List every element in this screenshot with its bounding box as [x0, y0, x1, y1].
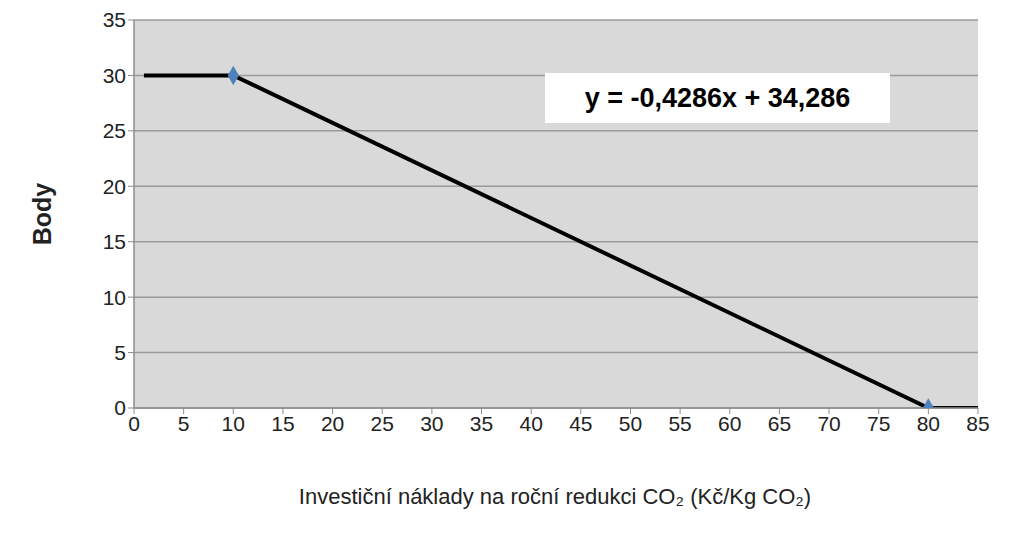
svg-text:20: 20: [321, 412, 344, 435]
svg-text:75: 75: [867, 412, 890, 435]
svg-text:15: 15: [271, 412, 294, 435]
svg-text:20: 20: [103, 175, 126, 198]
svg-text:10: 10: [103, 286, 126, 309]
svg-text:30: 30: [103, 64, 126, 87]
svg-text:40: 40: [519, 412, 542, 435]
svg-text:60: 60: [718, 412, 741, 435]
svg-text:45: 45: [569, 412, 592, 435]
svg-text:25: 25: [371, 412, 394, 435]
svg-text:55: 55: [668, 412, 691, 435]
svg-text:85: 85: [966, 412, 989, 435]
html-text:y = -0,4286x + 34,286: y = -0,4286x + 34,286: [584, 82, 851, 113]
svg-text:5: 5: [178, 412, 190, 435]
svg-text:65: 65: [768, 412, 791, 435]
svg-text:70: 70: [817, 412, 840, 435]
svg-text:35: 35: [103, 8, 126, 31]
svg-text:35: 35: [470, 412, 493, 435]
svg-text:25: 25: [103, 119, 126, 142]
html-text:Investiční náklady na roční re: Investiční náklady na roční redukci CO₂ …: [298, 484, 812, 509]
svg-text:30: 30: [420, 412, 443, 435]
html-text:Body: Body: [27, 182, 56, 246]
svg-text:15: 15: [103, 230, 126, 253]
svg-text:0: 0: [128, 412, 140, 435]
svg-text:0: 0: [114, 396, 126, 419]
svg-text:10: 10: [222, 412, 245, 435]
svg-text:80: 80: [917, 412, 940, 435]
svg-text:5: 5: [114, 341, 126, 364]
svg-text:50: 50: [619, 412, 642, 435]
